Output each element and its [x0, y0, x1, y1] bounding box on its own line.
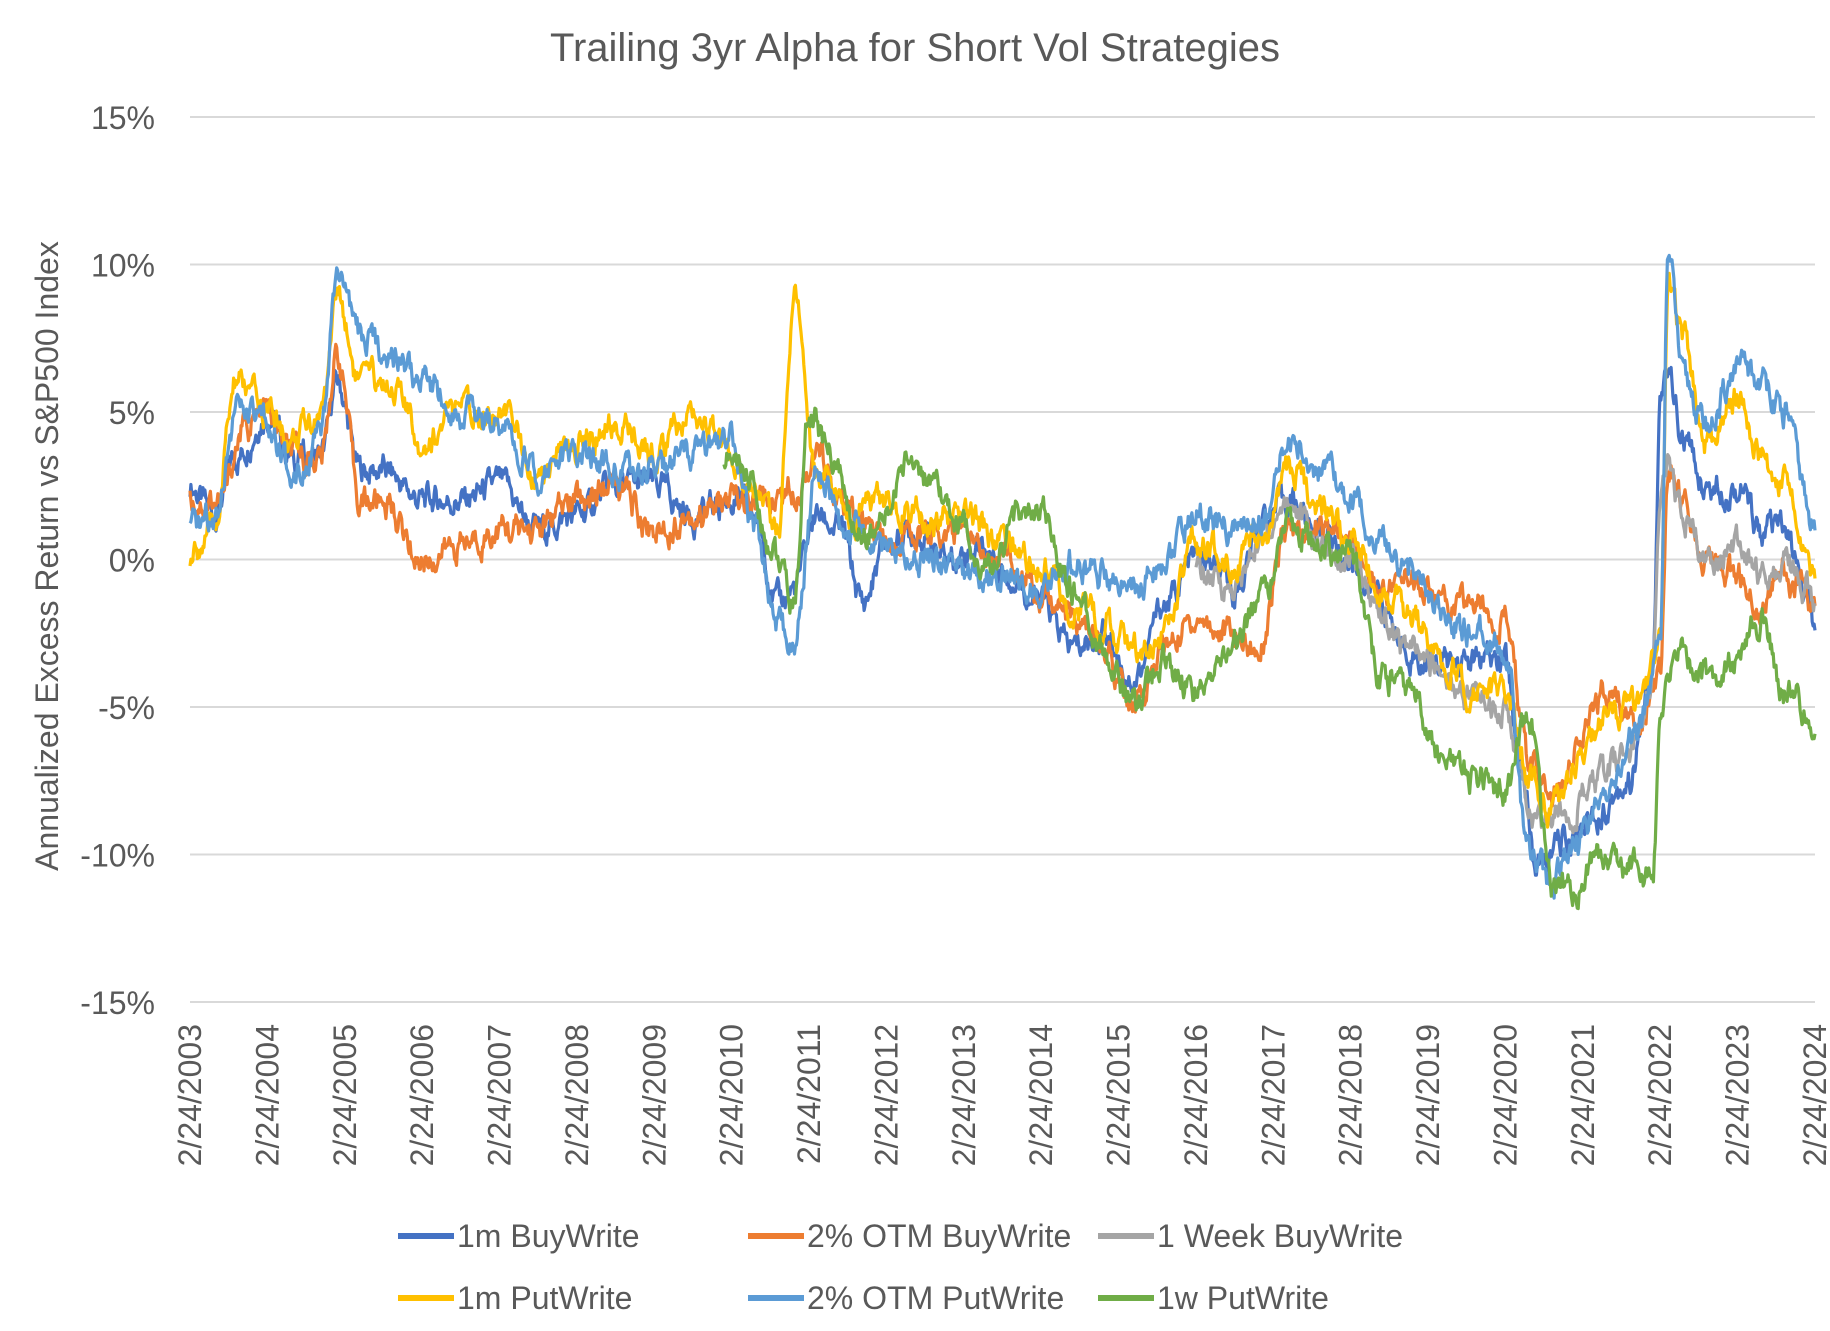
legend-label: 2% OTM BuyWrite — [807, 1218, 1071, 1254]
x-tick-label: 2/24/2007 — [482, 1024, 518, 1166]
x-axis: 2/24/2003 2/24/2004 2/24/2005 2/24/2006 2/24… — [172, 1001, 1830, 1166]
series-line-6 — [722, 406, 1817, 911]
x-tick-label: 2/24/2012 — [868, 1024, 904, 1166]
x-tick-label: 2/24/2011 — [791, 1024, 827, 1164]
legend-label: 1 Week BuyWrite — [1157, 1218, 1403, 1254]
legend-item: 2% OTM PutWrite — [748, 1280, 1064, 1316]
series-lines — [188, 253, 1817, 911]
x-tick-label: 2/24/2006 — [404, 1024, 440, 1166]
x-tick-label: 2/24/2010 — [714, 1024, 750, 1166]
x-tick-label: 2/24/2017 — [1255, 1024, 1291, 1166]
x-tick-label: 2/24/2014 — [1023, 1024, 1059, 1166]
legend-label: 2% OTM PutWrite — [807, 1280, 1064, 1316]
legend-label: 1w PutWrite — [1157, 1280, 1329, 1316]
legend-label: 1m BuyWrite — [457, 1218, 640, 1254]
y-tick-label: -10% — [80, 838, 155, 874]
x-tick-label: 2/24/2018 — [1333, 1024, 1369, 1166]
x-tick-label: 2/24/2005 — [327, 1024, 363, 1166]
legend-item: 2% OTM BuyWrite — [748, 1218, 1071, 1254]
legend-item: 1w PutWrite — [1098, 1280, 1329, 1316]
legend-item: 1m PutWrite — [398, 1280, 632, 1316]
y-tick-label: 0% — [109, 543, 155, 579]
legend-item: 1m BuyWrite — [398, 1218, 640, 1254]
x-tick-label: 2/24/2013 — [946, 1024, 982, 1166]
series-line-5 — [188, 253, 1817, 900]
x-tick-label: 2/24/2003 — [172, 1024, 208, 1166]
x-tick-label: 2/24/2008 — [559, 1024, 595, 1166]
y-axis-ticks: 15% 10% 5% 0% -5% -10% -15% — [80, 100, 155, 1021]
y-tick-label: 10% — [91, 248, 155, 284]
x-tick-label: 2/24/2021 — [1565, 1024, 1601, 1166]
x-tick-label: 2/24/2009 — [636, 1024, 672, 1166]
x-tick-label: 2/24/2020 — [1487, 1024, 1523, 1166]
x-tick-label: 2/24/2023 — [1720, 1024, 1756, 1166]
x-tick-label: 2/24/2022 — [1642, 1024, 1678, 1166]
y-tick-label: 15% — [91, 100, 155, 136]
legend: 1m BuyWrite 2% OTM BuyWrite 1 Week BuyWrit… — [398, 1218, 1403, 1316]
y-tick-label: -5% — [98, 690, 155, 726]
x-tick-label: 2/24/2019 — [1410, 1024, 1446, 1166]
chart-title: Trailing 3yr Alpha for Short Vol Strateg… — [550, 26, 1280, 70]
series-line-4 — [188, 271, 1817, 829]
x-tick-label: 2/24/2004 — [249, 1024, 285, 1166]
y-axis-label: Annualized Excess Return vs S&P500 Index — [29, 241, 65, 871]
x-tick-label: 2/24/2015 — [1101, 1024, 1137, 1166]
y-tick-label: -15% — [80, 985, 155, 1021]
y-tick-label: 5% — [109, 395, 155, 431]
legend-item: 1 Week BuyWrite — [1098, 1218, 1403, 1254]
x-tick-label: 2/24/2016 — [1178, 1024, 1214, 1166]
gridlines — [190, 116, 1815, 1003]
legend-label: 1m PutWrite — [457, 1280, 632, 1316]
x-tick-label: 2/24/2024 — [1797, 1024, 1830, 1166]
